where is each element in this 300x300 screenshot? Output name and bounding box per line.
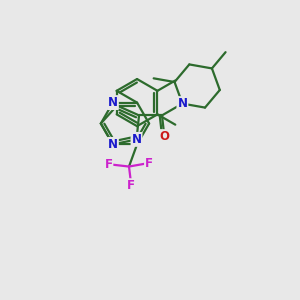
Text: N: N bbox=[108, 96, 118, 109]
Text: F: F bbox=[127, 179, 135, 192]
Text: N: N bbox=[131, 133, 142, 146]
Text: N: N bbox=[177, 97, 188, 110]
Text: F: F bbox=[145, 157, 153, 169]
Text: O: O bbox=[159, 130, 170, 143]
Text: N: N bbox=[108, 138, 118, 151]
Text: F: F bbox=[104, 158, 112, 171]
